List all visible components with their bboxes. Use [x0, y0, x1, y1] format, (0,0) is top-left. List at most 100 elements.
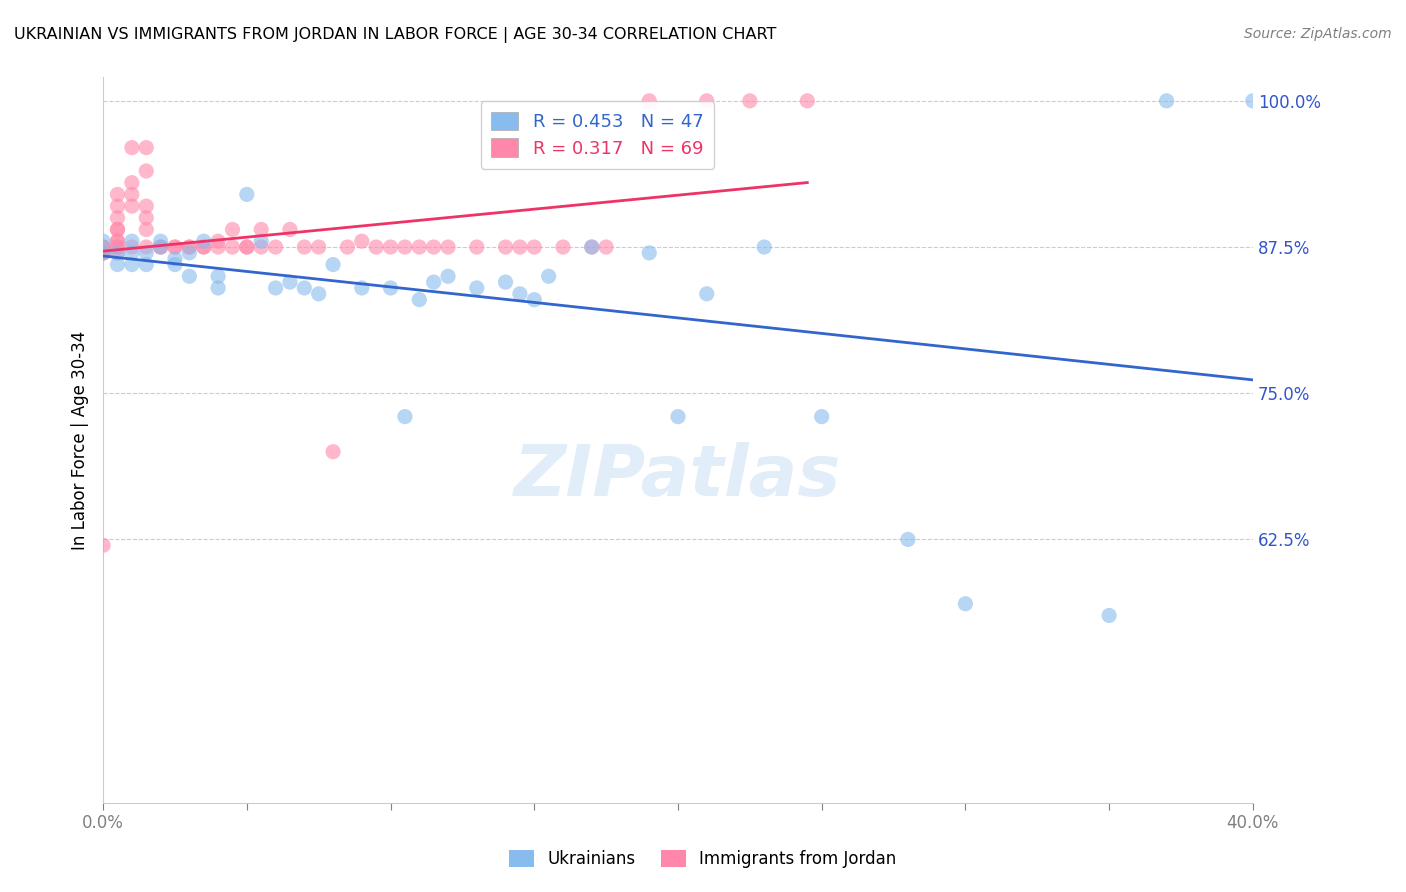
Point [551, 240, 574, 254]
Point [107, 245, 129, 260]
Point [91, 240, 114, 254]
Point [91, 245, 114, 260]
Point [495, 240, 517, 254]
Point [322, 444, 344, 458]
Point [179, 240, 201, 254]
Point [91, 240, 114, 254]
Point [437, 240, 460, 254]
Point [121, 176, 143, 190]
Point [408, 240, 430, 254]
Point [308, 286, 330, 301]
Point [292, 240, 315, 254]
Text: UKRAINIAN VS IMMIGRANTS FROM JORDAN IN LABOR FORCE | AGE 30-34 CORRELATION CHART: UKRAINIAN VS IMMIGRANTS FROM JORDAN IN L… [14, 27, 776, 43]
Point [121, 245, 143, 260]
Legend: Ukrainians, Immigrants from Jordan: Ukrainians, Immigrants from Jordan [503, 843, 903, 875]
Point [250, 240, 273, 254]
Point [292, 281, 315, 295]
Point [107, 240, 129, 254]
Point [495, 275, 517, 289]
Point [121, 258, 143, 272]
Point [581, 240, 603, 254]
Point [465, 281, 488, 295]
Point [121, 240, 143, 254]
Point [696, 286, 718, 301]
Point [408, 293, 430, 307]
Point [107, 240, 129, 254]
Point [163, 258, 186, 272]
Point [638, 245, 661, 260]
Point [149, 240, 172, 254]
Point [380, 240, 402, 254]
Point [135, 240, 157, 254]
Point [107, 258, 129, 272]
Point [236, 240, 259, 254]
Point [221, 240, 243, 254]
Point [236, 187, 259, 202]
Point [107, 199, 129, 213]
Point [107, 187, 129, 202]
Point [107, 234, 129, 248]
Point [91, 245, 114, 260]
Point [91, 240, 114, 254]
Point [278, 275, 301, 289]
Point [509, 240, 531, 254]
Point [366, 240, 388, 254]
Point [308, 240, 330, 254]
Point [107, 234, 129, 248]
Point [91, 234, 114, 248]
Point [193, 240, 215, 254]
Point [336, 240, 359, 254]
Point [107, 211, 129, 225]
Point [394, 240, 416, 254]
Point [121, 199, 143, 213]
Point [91, 245, 114, 260]
Point [91, 245, 114, 260]
Point [163, 252, 186, 266]
Point [121, 187, 143, 202]
Point [135, 199, 157, 213]
Point [135, 164, 157, 178]
Point [350, 234, 373, 248]
Point [250, 222, 273, 236]
Point [696, 94, 718, 108]
Point [380, 281, 402, 295]
Point [107, 222, 129, 236]
Point [897, 533, 920, 547]
Point [509, 286, 531, 301]
Point [250, 234, 273, 248]
Point [207, 269, 229, 284]
Point [754, 240, 776, 254]
Point [179, 245, 201, 260]
Point [135, 140, 157, 154]
Point [1241, 94, 1264, 108]
Point [91, 538, 114, 552]
Point [796, 94, 818, 108]
Point [91, 245, 114, 260]
Point [810, 409, 832, 424]
Y-axis label: In Labor Force | Age 30-34: In Labor Force | Age 30-34 [72, 330, 89, 549]
Point [264, 281, 287, 295]
Point [1098, 608, 1121, 623]
Point [322, 258, 344, 272]
Point [107, 222, 129, 236]
Point [207, 234, 229, 248]
Point [149, 240, 172, 254]
Point [666, 409, 689, 424]
Point [1156, 94, 1178, 108]
Point [193, 234, 215, 248]
Point [207, 281, 229, 295]
Point [135, 222, 157, 236]
Point [595, 240, 617, 254]
Point [135, 211, 157, 225]
Point [738, 94, 761, 108]
Point [135, 245, 157, 260]
Text: Source: ZipAtlas.com: Source: ZipAtlas.com [1244, 27, 1392, 41]
Point [135, 258, 157, 272]
Point [236, 240, 259, 254]
Point [107, 245, 129, 260]
Point [465, 240, 488, 254]
Point [179, 269, 201, 284]
Point [149, 240, 172, 254]
Point [523, 240, 546, 254]
Point [193, 240, 215, 254]
